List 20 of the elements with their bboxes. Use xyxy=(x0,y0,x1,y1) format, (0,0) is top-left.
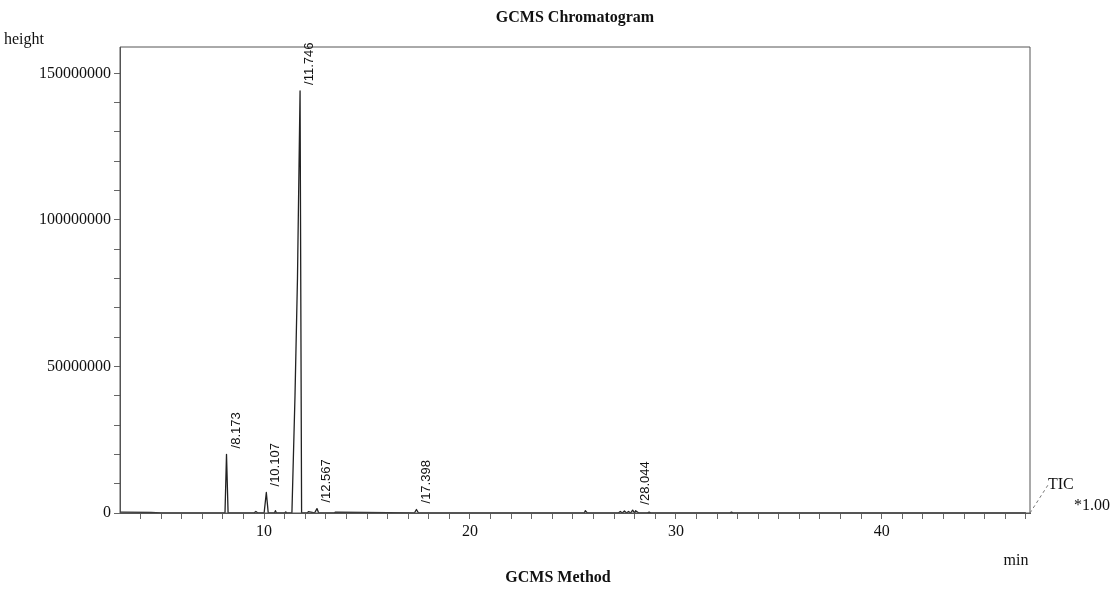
text: TIC xyxy=(1048,475,1074,493)
y-axis-title: height xyxy=(4,30,45,49)
y-tick-label: 0 xyxy=(103,503,111,521)
text: *1.00 xyxy=(1074,496,1110,514)
x-tick-label: 20 xyxy=(462,521,478,539)
chart-title: GCMS Chromatogram xyxy=(495,8,655,27)
annotation: /8.173 xyxy=(227,412,243,449)
annotation: /28.044 xyxy=(636,461,652,505)
x-tick-label: 30 xyxy=(667,521,684,539)
y-tick-label: 100000000 xyxy=(39,210,111,228)
annotation: /12.567 xyxy=(318,459,334,503)
x-tick-label: 10 xyxy=(256,521,273,539)
annotation: /11.746 xyxy=(301,42,317,85)
y-tick-label: 150000000 xyxy=(39,63,111,81)
text: GCMS Method xyxy=(505,568,611,586)
x-axis-title: min xyxy=(1003,551,1029,569)
annotation: /10.107 xyxy=(267,443,283,487)
annotation: /17.398 xyxy=(417,460,433,504)
y-tick-label: 50000000 xyxy=(47,356,111,374)
x-tick-label: 40 xyxy=(873,521,890,539)
